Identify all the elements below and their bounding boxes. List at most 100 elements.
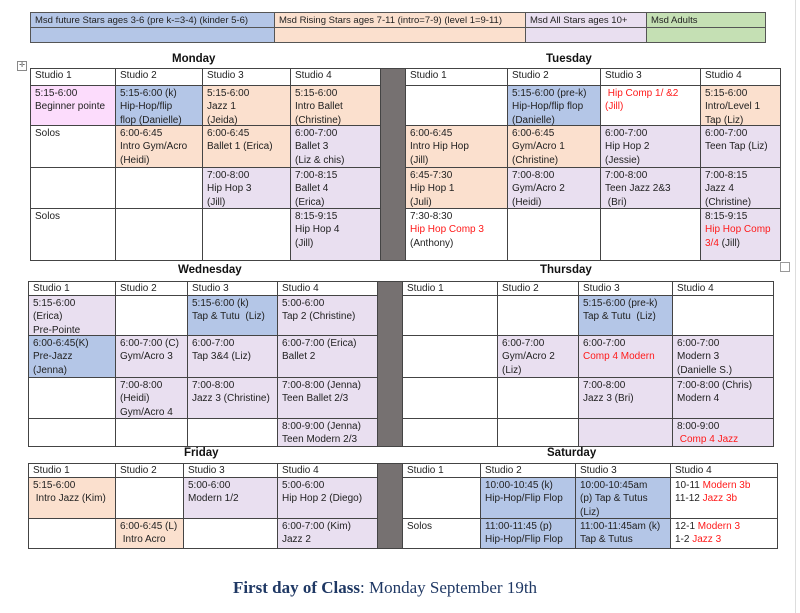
class-slot-line: Teen Jazz 2&3: [605, 182, 696, 195]
class-slot-text: Modern 3: [697, 521, 741, 532]
legend-rising-stars: Msd Rising Stars ages 7-11 (intro=7-9) (…: [274, 12, 526, 28]
class-slot-line: (Jill): [410, 154, 503, 167]
class-slot: 6:00-7:00 Ballet 3 (Liz & chis): [290, 125, 381, 168]
legend-swatch-green: [646, 27, 766, 43]
class-slot-text: (Christine): [705, 196, 752, 208]
studio-header: Studio 1: [405, 68, 508, 86]
class-slot-line: Hip-Hop/flip: [120, 100, 198, 113]
class-slot: 10:00-10:45am (p) Tap & Tutus (Liz): [575, 477, 671, 519]
class-slot-line: Hip Hop 1: [410, 182, 503, 195]
class-slot-line: Intro Jazz (Kim): [33, 492, 111, 505]
class-slot: [402, 477, 481, 519]
class-slot-text: Ballet 3: [295, 141, 329, 153]
class-slot-text: 11-12: [675, 493, 703, 505]
class-slot: 6:00-7:00 Teen Tap (Liz): [700, 125, 781, 168]
class-slot-line: 6:00-7:00: [605, 127, 696, 140]
class-slot: [402, 377, 498, 419]
class-slot-line: Tap & Tutu (Liz): [192, 310, 273, 323]
class-slot-text: Ballet 2: [282, 351, 316, 363]
class-slot-text: Jazz 3: [692, 534, 722, 546]
class-slot-line: Beginner pointe: [35, 100, 111, 113]
class-slot-line: Tap 2 (Christine): [282, 310, 373, 323]
class-slot-text: 11:00-11:45am (k): [580, 521, 661, 532]
class-slot: Hip Comp 1/ &2 (Jill): [600, 85, 701, 126]
studio-header: Studio 3: [202, 68, 291, 86]
class-slot-line: (Christine): [295, 114, 376, 125]
class-slot-line: Pre-Jazz: [33, 350, 111, 363]
class-slot-line: Hip-Hop/flip flop: [512, 100, 596, 113]
class-slot-text: Teen Ballet 2/3: [282, 393, 349, 405]
class-slot-line: 6:00-7:00: [583, 337, 668, 350]
class-slot: [405, 85, 508, 126]
class-slot-line: 5:15-6:00: [295, 87, 376, 100]
class-slot-line: 7:30-8:30: [410, 210, 503, 223]
class-slot-text: (Danielle S.): [677, 364, 733, 376]
table-move-handle-icon[interactable]: ✛: [17, 61, 27, 71]
class-slot-text: 10:00-10:45am: [580, 480, 648, 491]
class-slot-text: Gym/Acro 2: [502, 351, 555, 363]
class-slot-text: Hip Hop 4: [295, 224, 340, 236]
class-slot-text: 3/4: [705, 237, 719, 249]
class-slot-line: Gym/Acro 3: [120, 350, 183, 363]
class-slot-line: 7:00-8:00 (Jenna): [282, 379, 373, 392]
class-slot-text: 7:00-8:00 (Jenna): [282, 380, 361, 391]
class-slot-text: (Jenna): [33, 364, 67, 376]
class-slot: 7:00-8:00 (Jenna) Teen Ballet 2/3: [277, 377, 378, 419]
class-slot-line: (Jill): [295, 237, 376, 250]
class-slot-text: 6:00-7:00: [705, 128, 748, 139]
class-slot-text: Intro Gym/Acro: [120, 141, 188, 153]
class-slot-text: 5:15-6:00: [295, 88, 338, 99]
first-day-of-class: First day of Class: Monday September 19t…: [0, 578, 770, 598]
class-slot: 6:45-7:30 Hip Hop 1 (Juli): [405, 167, 508, 209]
class-slot-line: Comp 4 Jazz: [677, 433, 769, 446]
class-slot-line: (Erica): [33, 310, 111, 323]
studio-header: Studio 3: [575, 463, 671, 478]
class-slot-line: 11:00-11:45 (p): [485, 520, 571, 533]
class-slot: 5:00-6:00 Modern 1/2: [183, 477, 278, 519]
class-slot-text: (Jessie): [605, 154, 641, 166]
class-slot-text: (Jill): [605, 101, 624, 113]
class-slot: 7:00-8:00 Jazz 3 (Christine): [187, 377, 278, 419]
class-slot-line: Intro Gym/Acro: [120, 140, 198, 153]
studio-header: Studio 4: [700, 68, 781, 86]
class-slot: 7:00-8:15 Ballet 4 (Erica): [290, 167, 381, 209]
table-resize-handle[interactable]: [780, 262, 790, 272]
class-slot: [507, 208, 601, 261]
class-slot-line: 7:00-8:15: [705, 169, 776, 182]
class-slot-text: 7:00-8:00: [605, 170, 648, 181]
studio-header: Studio 4: [290, 68, 381, 86]
class-slot-line: Hip Hop 3: [207, 182, 286, 195]
class-slot-line: Intro Acro: [120, 533, 179, 546]
page-edge: [795, 0, 796, 613]
day-title-wednesday: Wednesday: [178, 264, 242, 276]
class-slot-text: 6:00-7:00: [502, 338, 545, 349]
class-slot-line: 5:15-6:00: [33, 297, 111, 310]
legend-adults: Msd Adults: [646, 12, 766, 28]
class-slot-text: Gym/Acro 4: [120, 406, 173, 418]
class-slot: 6:00-6:45 Gym/Acro 1 (Christine): [507, 125, 601, 168]
class-slot: [28, 518, 116, 549]
class-slot-line: 5:00-6:00: [188, 479, 273, 492]
class-slot: [578, 418, 673, 447]
class-slot-text: 5:15-6:00 (k): [192, 298, 249, 309]
class-slot-line: Intro Ballet: [295, 100, 376, 113]
class-slot: 6:00-6:45 (L) Intro Acro: [115, 518, 184, 549]
class-slot: 5:15-6:00 Beginner pointe: [30, 85, 116, 126]
class-slot-line: Modern 1/2: [188, 492, 273, 505]
class-slot-text: 6:00-7:00: [583, 338, 626, 349]
class-slot-text: (Jill): [295, 237, 314, 249]
legend-swatch-peach: [274, 27, 526, 43]
class-slot-text: (Jill): [410, 154, 429, 166]
class-slot: 5:15-6:00 Intro Jazz (Kim): [28, 477, 116, 519]
class-slot-line: 11:00-11:45am (k): [580, 520, 666, 533]
class-slot-line: 8:15-9:15: [705, 210, 776, 223]
class-slot-line: 10:00-10:45am: [580, 479, 666, 492]
class-slot-text: (Heidi): [512, 196, 542, 208]
class-slot-line: Teen Tap (Liz): [705, 140, 776, 153]
class-slot-line: 7:00-8:00: [192, 379, 273, 392]
class-slot-line: 7:00-8:15: [295, 169, 376, 182]
footer-label: First day of Class: [232, 578, 360, 597]
class-slot-text: Comp 4 Jazz: [677, 434, 739, 446]
class-slot-line: 5:15-6:00 (pre-k): [583, 297, 668, 310]
class-slot: 6:00-7:00 (C) Gym/Acro 3: [115, 335, 188, 378]
